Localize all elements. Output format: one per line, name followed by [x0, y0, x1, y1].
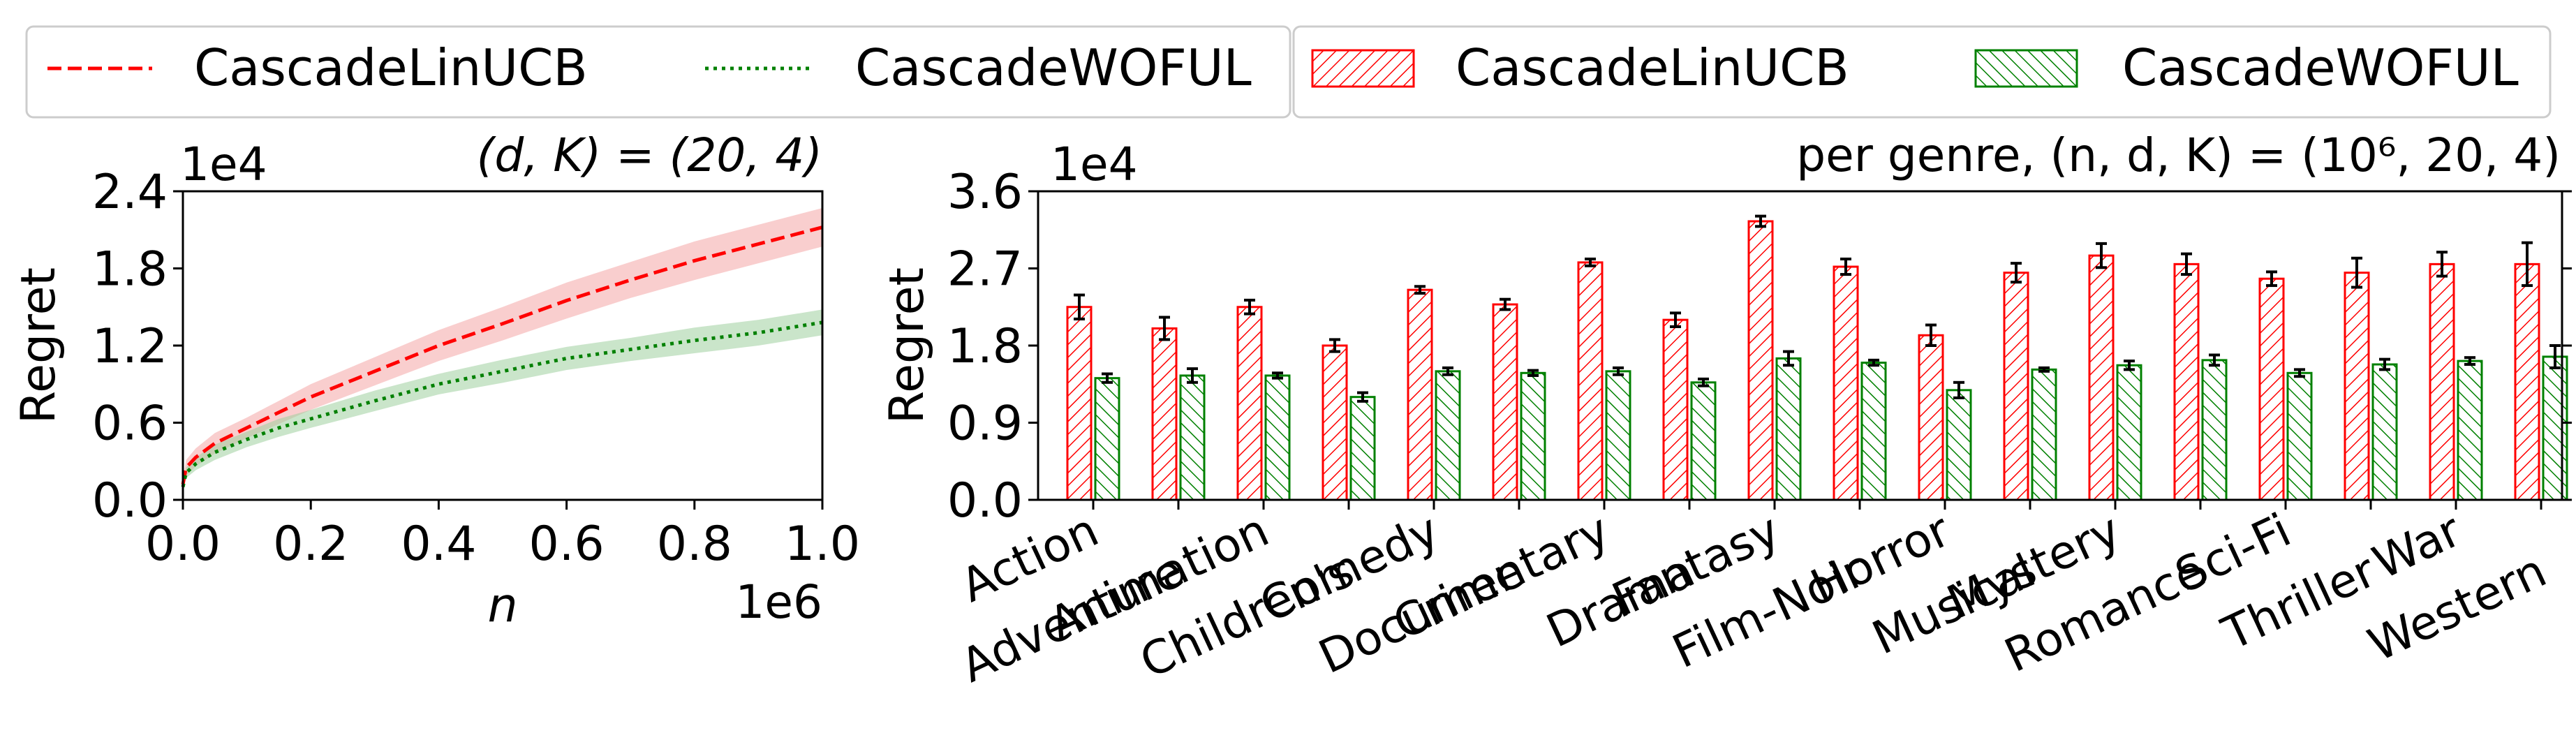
y-tick-label: 1.8 [947, 319, 1023, 374]
line-chart-x-offset: 1e6 [735, 575, 822, 629]
bar-woful [1605, 370, 1631, 501]
line-chart-y-offset: 1e4 [180, 138, 267, 191]
series-line-woful [181, 320, 823, 488]
x-tick-label: 0.6 [529, 517, 605, 572]
legend-swatch-linucb [1311, 49, 1415, 88]
x-tick-label: 0.0 [145, 517, 221, 572]
legend-right: CascadeLinUCB CascadeWOFUL [1292, 25, 2552, 119]
bar-woful [1860, 362, 1887, 501]
y-tick-label: 2.7 [947, 242, 1023, 297]
bar-woful [2286, 371, 2313, 501]
bar-linucb [1492, 303, 1518, 501]
bar-linucb [1151, 327, 1178, 501]
y-tick-label: 0.0 [947, 473, 1023, 528]
line-chart-xlabel: n [487, 578, 517, 633]
line-chart-yticks: 0.0 0.6 1.2 1.8 2.4 [92, 165, 183, 528]
y-tick-label: 0.9 [947, 397, 1023, 452]
bar-linucb [1322, 344, 1348, 501]
bar-linucb [2429, 262, 2455, 501]
bar-woful [2457, 360, 2483, 501]
y-tick-label: 1.2 [92, 319, 168, 374]
series-line-linucb [181, 225, 823, 485]
line-chart-xticks: 0.0 0.2 0.4 0.6 0.8 1.0 [145, 500, 860, 572]
y-tick-label: 0.6 [92, 397, 168, 452]
bar-linucb [2258, 277, 2285, 501]
legend-left: CascadeLinUCB CascadeWOFUL [25, 25, 1291, 119]
bar-woful [1179, 374, 1206, 501]
bar-linucb [1577, 261, 1604, 501]
legend-label-linucb-bar: CascadeLinUCB [1456, 38, 1849, 97]
x-tick-label: 1.0 [785, 517, 860, 572]
line-chart: 0.0 0.6 1.2 1.8 2.4 0.0 0.2 0.4 0.6 0.8 1.0 1e4 (… [11, 128, 860, 633]
bar-linucb [2003, 272, 2029, 501]
bar-woful [1094, 377, 1120, 501]
bar-woful [2031, 368, 2057, 501]
bar-woful [2371, 363, 2398, 501]
bar-woful [2116, 364, 2142, 501]
legend-swatch-woful [1974, 49, 2078, 88]
bar-chart-ylabel: Regret [880, 267, 935, 424]
bar-linucb [1407, 288, 1433, 501]
bar-linucb [2514, 262, 2540, 501]
legend-label-linucb: CascadeLinUCB [194, 38, 588, 97]
line-chart-bands [183, 207, 822, 491]
legend-label-woful: CascadeWOFUL [855, 38, 1252, 97]
bar-chart-xticks: ActionAdventureAnimationChildren'sComedy… [953, 500, 2554, 693]
bar-linucb [2344, 272, 2370, 501]
line-chart-lines [181, 225, 823, 488]
bar-linucb [1833, 265, 1859, 501]
bar-chart-errorbars [1074, 214, 2561, 403]
y-tick-label: 3.6 [947, 165, 1023, 220]
bar-linucb [2173, 262, 2200, 501]
y-tick-label: 1.8 [92, 242, 168, 297]
bar-woful [1775, 357, 1802, 501]
bar-linucb [1236, 306, 1263, 501]
line-chart-title: (d, K) = (20, 4) [477, 128, 822, 182]
bar-chart: 0.0 0.9 1.8 2.7 3.6 ActionAdventureAnimation… [880, 128, 2572, 693]
bar-woful [2542, 355, 2568, 501]
bar-woful [1946, 389, 1972, 501]
bar-woful [1690, 381, 1717, 501]
bar-chart-y-offset: 1e4 [1051, 138, 1138, 191]
y-tick-label: 2.4 [92, 165, 168, 220]
band-woful [183, 309, 822, 491]
legend-left-frame [25, 25, 1291, 119]
bar-woful [1349, 396, 1376, 501]
band-linucb [183, 207, 822, 490]
bar-chart-bars [1066, 220, 2568, 501]
legend-label-woful-bar: CascadeWOFUL [2122, 38, 2519, 97]
y-tick-label: 0.0 [92, 473, 168, 528]
bar-woful [1264, 374, 1291, 501]
x-tick-label: 0.2 [273, 517, 348, 572]
bar-woful [2201, 359, 2228, 501]
legend-right-frame [1292, 25, 2552, 119]
bar-linucb [2088, 254, 2115, 501]
bar-linucb [1918, 334, 1944, 501]
bar-linucb [1662, 318, 1689, 501]
x-tick-label: 0.8 [657, 517, 732, 572]
bar-woful [1520, 371, 1546, 501]
bar-linucb [1747, 220, 1774, 501]
line-chart-ylabel: Regret [11, 267, 66, 424]
x-tick-label-genre: War [2365, 503, 2470, 590]
bar-linucb [1066, 306, 1093, 501]
bar-chart-yticks: 0.0 0.9 1.8 2.7 3.6 [947, 165, 2572, 528]
x-tick-label: 0.4 [401, 517, 476, 572]
bar-woful [1435, 370, 1461, 501]
bar-chart-title: per genre, (n, d, K) = (10⁶, 20, 4) [1796, 128, 2561, 182]
